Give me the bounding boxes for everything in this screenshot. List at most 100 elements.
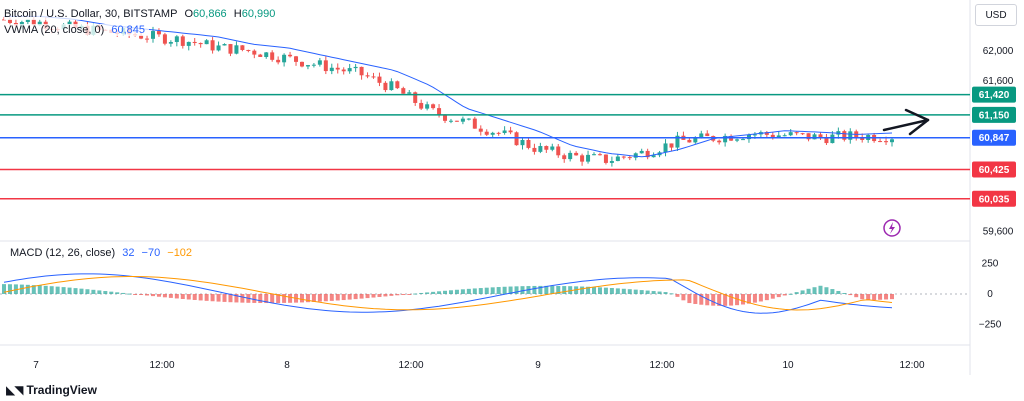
macd-histogram-bar [735, 294, 740, 306]
macd-histogram-bar [478, 288, 483, 294]
macd-histogram-bar [371, 294, 376, 298]
level-price-label: 60,035 [979, 194, 1010, 205]
y-tick-label: 59,600 [983, 226, 1014, 237]
level-price-label: 60,847 [979, 133, 1010, 144]
candle-body [437, 108, 442, 115]
macd-histogram-bar [329, 294, 334, 301]
macd-histogram-bar [746, 294, 751, 304]
macd-histogram-bar [866, 294, 871, 301]
macd-histogram-bar [752, 294, 757, 303]
macd-histogram-bar [782, 294, 787, 296]
candle-body [323, 60, 328, 72]
macd-histogram-bar [830, 289, 835, 294]
macd-histogram-bar [592, 287, 597, 294]
macd-histogram-bar [609, 288, 614, 294]
macd-histogram-bar [657, 291, 662, 294]
macd-histogram-bar [162, 294, 167, 298]
macd-histogram-bar [872, 294, 877, 301]
candle-body [621, 156, 626, 158]
candle-body [788, 132, 793, 136]
macd-histogram-bar [443, 290, 448, 294]
candle-body [19, 22, 24, 26]
macd-histogram-bar [335, 294, 340, 301]
level-price-tag [972, 106, 1016, 123]
macd-histogram-bar [133, 294, 138, 295]
candle-body [359, 66, 364, 76]
candle-body [311, 64, 316, 66]
candle-body [25, 19, 30, 23]
candle-body [627, 157, 632, 159]
candle-body [145, 38, 150, 40]
brand-footer: ◣◥ TradingView [6, 383, 97, 397]
macd-histogram-bar [586, 286, 591, 294]
macd-histogram-bar [824, 287, 829, 294]
macd-histogram-bar [729, 294, 734, 306]
macd-legend: MACD (12, 26, close) 32 −70 −102 [10, 247, 197, 259]
candle-body [454, 120, 459, 122]
macd-histogram-bar [472, 288, 477, 294]
candle-body [574, 152, 579, 156]
macd-histogram-bar [121, 292, 126, 294]
candle-body [341, 69, 346, 72]
macd-y-tick-label: 250 [982, 259, 999, 270]
candle-body [335, 67, 340, 70]
open-prefix: O [184, 8, 194, 20]
candle-body [383, 82, 388, 91]
macd-histogram-bar [508, 286, 513, 294]
level-price-label: 61,150 [979, 110, 1010, 121]
macd-histogram-bar [341, 294, 346, 301]
macd-histogram-bar [174, 294, 179, 299]
candle-body [800, 133, 805, 135]
y-tick-label: 61,600 [983, 76, 1014, 87]
candle-body [812, 134, 817, 140]
macd-histogram-bar [687, 294, 692, 304]
annotation-arrow-head [904, 108, 930, 136]
candle-body [371, 76, 376, 78]
candle-body [448, 120, 453, 122]
macd-histogram-bar [186, 294, 191, 300]
candle-body [186, 41, 191, 46]
candle-body [317, 60, 322, 65]
macd-histogram-bar [407, 294, 412, 295]
macd-histogram-bar [377, 294, 382, 297]
symbol-label: Bitcoin / U.S. Dollar, 30, BITSTAMP [4, 8, 178, 20]
candle-body [347, 68, 352, 72]
macd-histogram-bar [192, 294, 197, 300]
x-tick-label: 10 [782, 360, 794, 371]
candle-body [234, 45, 239, 54]
macd-histogram-bar [97, 290, 102, 294]
macd-histogram-bar [210, 294, 215, 302]
macd-histogram-bar [758, 294, 763, 302]
candle-body [603, 154, 608, 163]
macd-histogram-bar [466, 288, 471, 294]
macd-histogram-bar [532, 285, 537, 294]
candle-body [365, 75, 370, 77]
candle-body [520, 140, 525, 146]
macd-histogram-bar [776, 294, 781, 298]
candle-body [180, 36, 185, 46]
candle-body [270, 52, 275, 60]
candle-body [264, 52, 269, 57]
candle-body [216, 45, 221, 51]
currency-button[interactable]: USD [975, 4, 1017, 26]
candle-body [377, 76, 382, 83]
macd-histogram-bar [627, 289, 632, 294]
candle-body [723, 135, 728, 143]
candle-body [609, 161, 614, 163]
candle-body [508, 130, 513, 133]
macd-histogram-bar [460, 289, 465, 294]
macd-histogram-bar [514, 286, 519, 294]
macd-histogram-bar [419, 292, 424, 294]
macd-histogram-bar [860, 294, 865, 300]
macd-histogram-bar [621, 288, 626, 294]
macd-histogram-bar [395, 294, 400, 296]
candle-body [592, 154, 597, 156]
macd-histogram-bar [353, 294, 358, 300]
macd-histogram-bar [788, 293, 793, 295]
lightning-icon[interactable] [883, 219, 901, 237]
macd-histogram-bar [663, 292, 668, 294]
candle-body [782, 135, 787, 137]
macd-value: 32 [122, 247, 135, 259]
candle-body [532, 147, 537, 152]
